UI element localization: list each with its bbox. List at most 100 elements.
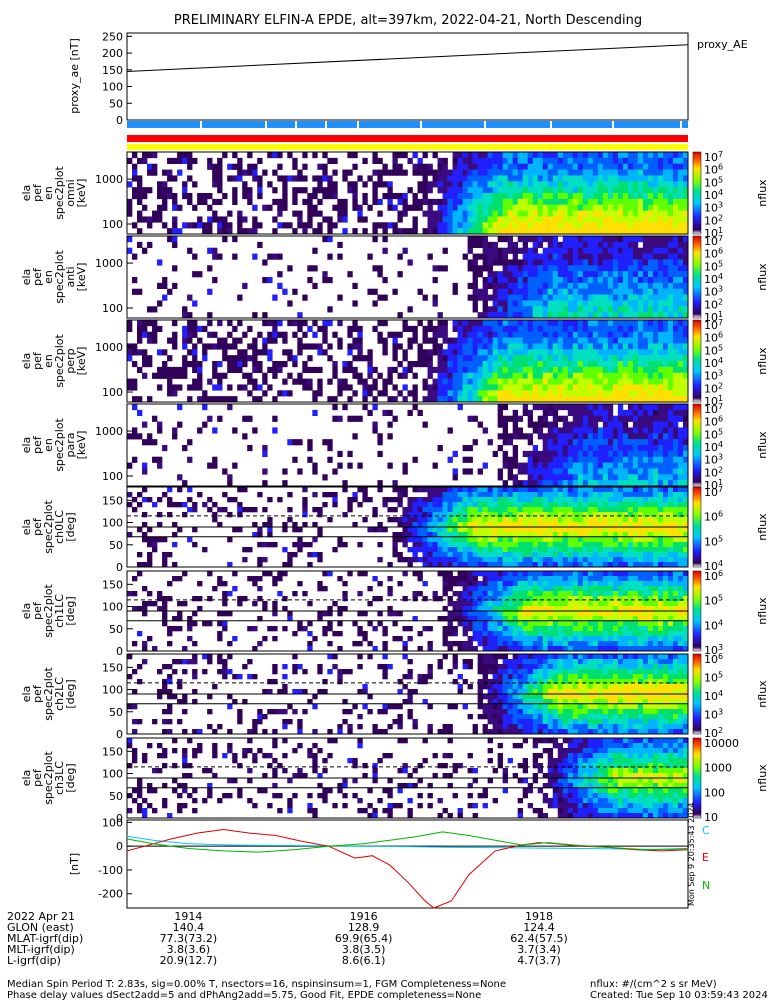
spectrogram-cell bbox=[397, 487, 403, 493]
spectrogram-cell bbox=[547, 294, 554, 301]
spectrogram-cell bbox=[617, 236, 624, 243]
colorbar-tick-exp: 1 bbox=[718, 226, 723, 235]
spin-bar-blue bbox=[127, 121, 688, 128]
spectrogram-cell bbox=[137, 337, 143, 344]
spectrogram-cell bbox=[612, 492, 619, 498]
spectrogram-cell bbox=[137, 157, 143, 165]
spectrogram-cell bbox=[597, 241, 604, 249]
spectrogram-cell bbox=[577, 372, 584, 379]
spectrogram-cell bbox=[272, 427, 278, 434]
spectrogram-cell bbox=[667, 450, 674, 458]
spectrogram-cell bbox=[282, 562, 288, 568]
spectrogram-cell bbox=[632, 198, 639, 206]
spectrogram-cell bbox=[297, 537, 303, 543]
spectrogram-cell bbox=[512, 433, 518, 440]
spectrogram-cell bbox=[667, 557, 674, 563]
spectrogram-cell bbox=[647, 512, 654, 518]
spectrogram-cell bbox=[572, 343, 579, 350]
spectrogram-cell bbox=[647, 547, 654, 553]
spectrogram-cell bbox=[657, 152, 664, 159]
spectrogram-cell bbox=[657, 384, 664, 391]
spectrogram-cell bbox=[617, 259, 624, 266]
colorbar-tick-label: 103 bbox=[704, 201, 723, 215]
spectrogram-cell bbox=[497, 487, 503, 493]
spectrogram-cell bbox=[577, 325, 584, 333]
spectrogram-cell bbox=[407, 204, 413, 211]
spectrogram-cell bbox=[312, 396, 318, 403]
spectrogram-cell bbox=[292, 198, 298, 206]
spectrogram-cell bbox=[477, 204, 483, 211]
spectrogram-cell bbox=[142, 421, 148, 428]
spectrogram-cell bbox=[447, 537, 453, 543]
spectrogram-cell bbox=[507, 204, 513, 211]
spectrogram-cell bbox=[512, 337, 518, 344]
spectrogram-cell bbox=[572, 433, 579, 440]
colorbar-tick-exp: 7 bbox=[718, 318, 723, 327]
spectrogram-cell bbox=[637, 259, 644, 266]
spectrogram-cell bbox=[467, 181, 473, 188]
spectrogram-cell bbox=[417, 532, 423, 538]
spectrogram-cell bbox=[612, 415, 619, 422]
spectrogram-cell bbox=[497, 320, 503, 327]
spectrogram-cell bbox=[677, 312, 684, 319]
spectrogram-cell bbox=[537, 222, 544, 229]
spectrogram-cell bbox=[442, 163, 448, 170]
spectrogram-cell bbox=[592, 228, 599, 235]
spectrogram-cell bbox=[137, 552, 143, 558]
spectrogram-cell bbox=[172, 616, 178, 622]
spectrogram-cell bbox=[622, 462, 629, 469]
spectrogram-cell bbox=[447, 204, 453, 211]
spectrogram-cell bbox=[542, 456, 549, 463]
spectrogram-cell bbox=[542, 157, 549, 165]
spectrogram-cell bbox=[632, 415, 639, 422]
spectrogram-cell bbox=[217, 576, 223, 582]
spectrogram-cell bbox=[272, 331, 278, 338]
spectrogram-cell bbox=[552, 337, 559, 344]
spectrogram-cell bbox=[567, 512, 574, 518]
spectrogram-cell bbox=[647, 507, 654, 513]
spectrogram-cell bbox=[632, 487, 639, 493]
spectrogram-cell bbox=[657, 487, 664, 493]
spectrogram-cell bbox=[312, 366, 318, 374]
spectrogram-cell bbox=[417, 157, 423, 165]
spectrogram-cell bbox=[327, 175, 333, 182]
spectrogram-cell bbox=[612, 427, 619, 434]
spectrogram-cell bbox=[672, 306, 679, 313]
spectrogram-cell bbox=[567, 236, 574, 243]
spectrogram-cell bbox=[602, 312, 609, 319]
spectrogram-cell bbox=[672, 355, 679, 362]
spectrogram-cell bbox=[642, 439, 649, 446]
spectrogram-cell bbox=[672, 404, 679, 411]
spectrogram-cell bbox=[622, 552, 629, 558]
spectrogram-cell bbox=[562, 355, 569, 362]
spectrogram-cell bbox=[157, 204, 163, 211]
spectrogram-cell bbox=[502, 542, 508, 548]
spectrogram-cell bbox=[557, 198, 564, 206]
spectrogram-cell bbox=[612, 343, 619, 350]
spectrogram-cell bbox=[532, 390, 539, 397]
spectrogram-cell bbox=[192, 527, 198, 533]
spectrogram-cell bbox=[642, 157, 649, 165]
spectrogram-cell bbox=[632, 325, 639, 333]
spectrogram-cell bbox=[137, 631, 143, 637]
spectrogram-cell bbox=[267, 497, 273, 503]
spectrogram-cell bbox=[352, 492, 358, 498]
spectrogram-cell bbox=[202, 349, 208, 356]
spectrogram-cell bbox=[442, 175, 448, 182]
spectrogram-cell bbox=[472, 557, 478, 563]
spectrogram-cell bbox=[492, 198, 498, 206]
spectrogram-cell bbox=[637, 204, 644, 211]
spectrogram-cell bbox=[217, 415, 223, 422]
spectrogram-cell bbox=[482, 320, 488, 327]
spectrogram-cell bbox=[502, 439, 508, 446]
spectrogram-cell bbox=[172, 384, 178, 391]
spectrogram-cell bbox=[272, 325, 278, 333]
spectrogram-cell bbox=[662, 532, 669, 538]
spectrogram-cell bbox=[612, 433, 619, 440]
spectrogram-ytick-label: 0 bbox=[116, 561, 123, 574]
spectrogram-cell bbox=[332, 222, 338, 229]
spectrogram-cell bbox=[187, 337, 193, 344]
spectrogram-cell bbox=[362, 198, 368, 206]
spectrogram-cell bbox=[577, 456, 584, 463]
